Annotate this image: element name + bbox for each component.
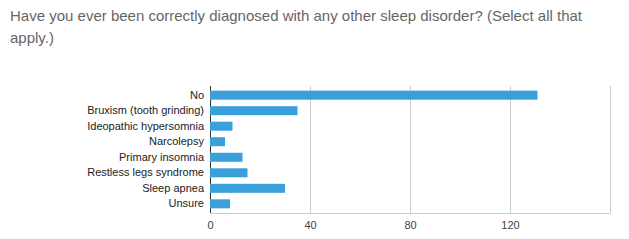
x-tick-label: 40: [304, 219, 316, 231]
range-end-line: [610, 86, 611, 213]
category-label: No: [190, 89, 204, 101]
x-tick: 80: [404, 213, 416, 231]
grid-line: [410, 86, 411, 213]
category-label: Narcolepsy: [149, 135, 205, 147]
x-tick: 40: [304, 213, 316, 231]
y-tick: Unsure: [169, 197, 210, 209]
category-label: Unsure: [169, 197, 204, 209]
category-label: Primary insomnia: [119, 151, 205, 163]
bar: [210, 106, 298, 115]
y-tick: Bruxism (tooth grinding): [87, 104, 210, 116]
y-tick: Restless legs syndrome: [87, 166, 210, 178]
bar: [210, 153, 243, 162]
x-axis-line: [211, 213, 611, 214]
x-tick-label: 80: [404, 219, 416, 231]
title-line: Have you ever been correctly diagnosed w…: [10, 7, 583, 24]
x-tick-label: 0: [207, 219, 213, 231]
bars: [210, 91, 538, 209]
title: Have you ever been correctly diagnosed w…: [10, 7, 583, 46]
x-axis: 0 40 80 120: [207, 213, 610, 231]
chart-container: Have you ever been correctly diagnosed w…: [0, 0, 629, 239]
bar: [210, 168, 248, 177]
x-tick: 120: [501, 213, 519, 231]
chart-svg: Have you ever been correctly diagnosed w…: [0, 0, 629, 239]
grid: [210, 86, 510, 213]
y-tick: Primary insomnia: [119, 151, 210, 163]
grid-line: [510, 86, 511, 213]
bar: [210, 137, 225, 146]
y-tick: Narcolepsy: [149, 135, 210, 147]
bar: [210, 122, 233, 131]
grid-line: [310, 86, 311, 213]
category-label: Ideopathic hypersomnia: [87, 120, 205, 132]
grid-line: [210, 86, 211, 213]
x-tick-label: 120: [501, 219, 519, 231]
bar: [210, 199, 230, 208]
bar: [210, 91, 538, 100]
y-tick: Sleep apnea: [142, 182, 210, 194]
y-tick: No: [190, 89, 210, 101]
x-tick: 0: [207, 213, 213, 231]
y-tick: Ideopathic hypersomnia: [87, 120, 210, 132]
title-line: apply.): [10, 29, 54, 46]
category-label: Sleep apnea: [142, 182, 205, 194]
plot: 0 40 80 120 No Bruxism (tooth grinding) Ideopa…: [87, 86, 610, 231]
category-label: Restless legs syndrome: [87, 166, 204, 178]
y-axis: No Bruxism (tooth grinding) Ideopathic hyp…: [87, 89, 210, 210]
category-label: Bruxism (tooth grinding): [87, 104, 204, 116]
bar: [210, 184, 285, 193]
